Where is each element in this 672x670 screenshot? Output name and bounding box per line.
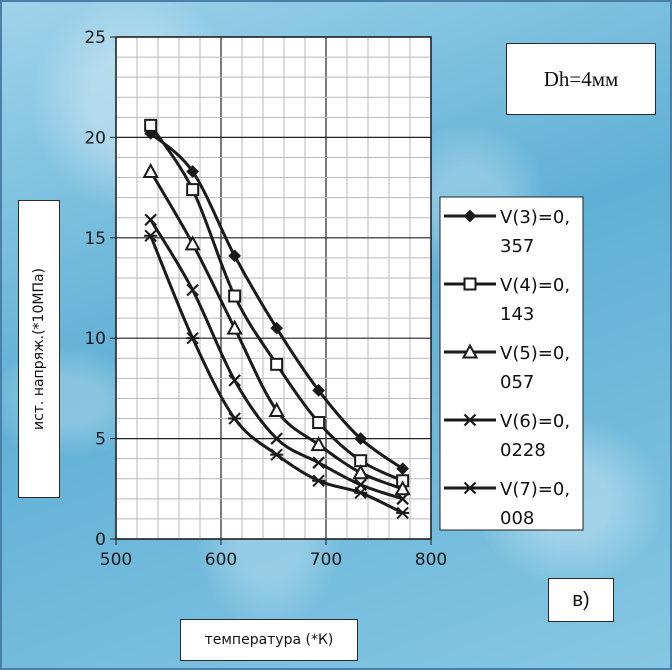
panel-label-box: в): [548, 578, 614, 622]
data-point: [144, 229, 158, 242]
legend: V(3)=0, 357 V(4)=0, 143 V(5)=0, 057 V(6)=0, 022…: [439, 196, 584, 531]
y-tick-label: 20: [84, 128, 106, 148]
data-point: [186, 331, 200, 345]
data-point: [463, 413, 477, 427]
note-box: Dh=4мм: [506, 43, 656, 115]
data-point: [396, 506, 410, 520]
data-point: [312, 456, 325, 469]
legend-label: V(4)=0,: [500, 275, 570, 296]
data-point: [354, 486, 368, 500]
data-point: [396, 492, 409, 506]
data-point: [228, 249, 241, 263]
legend-label: 357: [500, 236, 534, 257]
y-axis-label-box: ист. напряж.(*10МПа): [18, 200, 60, 498]
series-5: [144, 229, 410, 520]
x-axis-label: температура (*К): [204, 632, 334, 648]
x-tick-label: 800: [415, 550, 447, 570]
note-text: Dh=4мм: [543, 66, 619, 91]
panel-label: в): [572, 588, 590, 611]
plot-area: [116, 37, 431, 539]
legend-item: V(7)=0, 008: [444, 479, 570, 529]
plot-border: [115, 36, 432, 540]
legend-label: 143: [500, 304, 534, 325]
data-point: [312, 474, 326, 487]
data-point: [310, 436, 327, 452]
data-point: [186, 283, 199, 297]
data-point: [396, 462, 409, 476]
x-tick-label: 600: [205, 550, 237, 570]
legend-label: 057: [500, 372, 534, 393]
data-point: [463, 481, 477, 495]
y-tick-label: 0: [95, 530, 106, 550]
x-axis-label-box: температура (*К): [180, 619, 358, 661]
axes: [110, 36, 432, 545]
series-group: [142, 118, 411, 520]
data-point: [354, 432, 367, 445]
legend-label: V(3)=0,: [500, 207, 570, 228]
data-point: [142, 162, 159, 179]
data-point: [394, 480, 411, 496]
legend-item: V(3)=0, 357: [444, 207, 570, 257]
data-point: [228, 289, 242, 303]
data-point: [186, 183, 200, 197]
x-tick-label: 500: [100, 550, 132, 570]
data-point: [184, 235, 201, 251]
data-point: [270, 448, 284, 461]
y-axis-label: ист. напряж.(*10МПа): [31, 267, 48, 431]
data-point: [270, 357, 284, 371]
data-point: [312, 384, 325, 397]
legend-item: V(6)=0, 0228: [444, 411, 570, 461]
y-tick-label: 10: [84, 329, 106, 349]
legend-label: V(5)=0,: [500, 343, 570, 364]
data-point: [270, 432, 283, 445]
data-point: [228, 412, 242, 425]
plot-background: [116, 37, 431, 539]
y-tick-label: 25: [84, 28, 106, 48]
data-point: [270, 321, 283, 335]
data-point: [268, 401, 285, 417]
legend-box: [439, 196, 584, 531]
data-point: [312, 416, 326, 430]
data-point: [186, 165, 199, 178]
legend-label: 0228: [500, 440, 546, 461]
series-1: [144, 127, 409, 476]
data-point: [228, 374, 241, 387]
data-point: [144, 118, 158, 132]
tick-labels: 0 5 10 15 20 25 500 600 700 800: [84, 28, 447, 570]
data-point: [463, 209, 477, 223]
data-point: [144, 213, 157, 227]
data-point: [226, 319, 243, 335]
x-tick-label: 700: [310, 550, 342, 570]
data-point: [352, 464, 369, 480]
legend-label: V(7)=0,: [500, 479, 570, 500]
series-3: [142, 162, 411, 496]
legend-item: V(5)=0, 057: [444, 343, 570, 393]
legend-label: 008: [500, 508, 534, 529]
data-point: [461, 343, 479, 359]
legend-item: V(4)=0, 143: [444, 275, 570, 325]
data-point: [463, 277, 477, 291]
y-tick-label: 5: [95, 430, 106, 450]
legend-label: V(6)=0,: [500, 411, 570, 432]
y-tick-label: 15: [84, 229, 106, 249]
